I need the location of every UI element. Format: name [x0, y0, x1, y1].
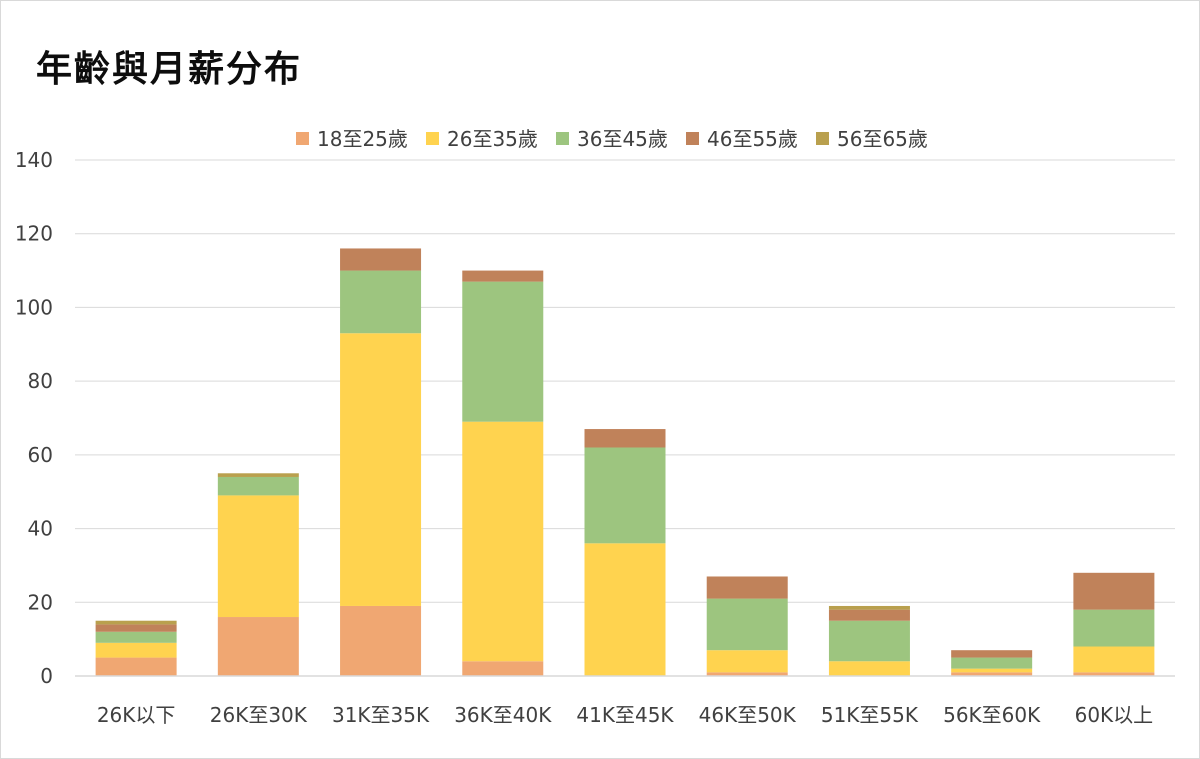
y-tick-label: 20 — [28, 590, 53, 614]
legend-swatch-4 — [686, 132, 699, 145]
bar-segment-4-3 — [340, 248, 422, 271]
bar-segment-3-8 — [951, 657, 1033, 669]
bar-segment-3-7 — [828, 620, 910, 662]
bar-segment-2-8 — [951, 668, 1033, 673]
legend-label-2: 26至35歲 — [447, 127, 538, 151]
x-tick-label: 60K以上 — [1075, 703, 1154, 727]
y-tick-label: 80 — [28, 369, 53, 393]
bar-segment-1-9 — [1073, 672, 1155, 676]
y-tick-label: 100 — [15, 295, 53, 319]
x-tick-label: 26K至30K — [210, 703, 308, 727]
bar-segment-4-5 — [584, 429, 666, 448]
bar-segment-5-1 — [95, 620, 177, 625]
x-tick-label: 56K至60K — [943, 703, 1041, 727]
bar-segment-1-2 — [217, 617, 299, 676]
legend-label-3: 36至45歲 — [577, 127, 668, 151]
bar-segment-3-6 — [706, 598, 788, 651]
legend-swatch-3 — [556, 132, 569, 145]
y-tick-label: 0 — [40, 664, 53, 688]
bar-segment-3-1 — [95, 631, 177, 643]
y-axis-ticks: 0 20 40 60 80 100 120 140 — [15, 148, 53, 688]
x-tick-label: 31K至35K — [332, 703, 430, 727]
bar-segment-3-9 — [1073, 609, 1155, 647]
x-tick-label: 51K至55K — [821, 703, 919, 727]
y-tick-label: 120 — [15, 222, 53, 246]
bar-segment-4-7 — [828, 609, 910, 621]
bar-segment-2-5 — [584, 543, 666, 676]
bar-segment-3-5 — [584, 447, 666, 544]
bar-segment-1-3 — [340, 605, 422, 676]
bar-segment-5-2 — [217, 473, 299, 477]
legend-label-1: 18至25歲 — [317, 127, 408, 151]
bar-segment-1-8 — [951, 672, 1033, 676]
y-tick-label: 40 — [28, 517, 53, 541]
bar-segment-4-6 — [706, 576, 788, 599]
x-tick-label: 36K至40K — [454, 703, 552, 727]
bar-segment-4-8 — [951, 650, 1033, 658]
y-tick-label: 140 — [15, 148, 53, 172]
bar-segment-1-6 — [706, 672, 788, 676]
bar-segment-2-7 — [828, 661, 910, 676]
bar-segment-5-7 — [828, 605, 910, 610]
bar-segment-3-3 — [340, 270, 422, 334]
bar-segment-3-2 — [217, 476, 299, 496]
bar-segment-4-9 — [1073, 572, 1155, 610]
legend: 18至25歲 26至35歲 36至45歲 46至55歲 56至65歲 — [296, 127, 928, 151]
chart-title: 年齡與月薪分布 — [36, 49, 303, 90]
bar-segment-2-3 — [340, 333, 422, 606]
bar-segment-4-1 — [95, 624, 177, 632]
bar-segment-1-4 — [462, 661, 544, 676]
bar-segment-2-2 — [217, 495, 299, 618]
x-tick-label: 46K至50K — [699, 703, 797, 727]
x-tick-label: 41K至45K — [576, 703, 674, 727]
legend-swatch-2 — [426, 132, 439, 145]
bar-segment-4-4 — [462, 270, 544, 282]
bar-segment-2-6 — [706, 650, 788, 673]
bar-segment-3-4 — [462, 281, 544, 422]
bar-segment-2-9 — [1073, 646, 1155, 673]
bar-segment-2-1 — [95, 642, 177, 658]
legend-swatch-1 — [296, 132, 309, 145]
y-tick-label: 60 — [28, 443, 53, 467]
bar-segment-2-4 — [462, 421, 544, 662]
legend-label-5: 56至65歲 — [837, 127, 928, 151]
x-axis-ticks: 26K以下 26K至30K 31K至35K 36K至40K 41K至45K 46K至50K… — [97, 703, 1153, 727]
x-tick-label: 26K以下 — [97, 703, 176, 727]
legend-label-4: 46至55歲 — [707, 127, 798, 151]
legend-swatch-5 — [816, 132, 829, 145]
bar-segment-1-1 — [95, 657, 177, 676]
bars — [95, 248, 1155, 676]
